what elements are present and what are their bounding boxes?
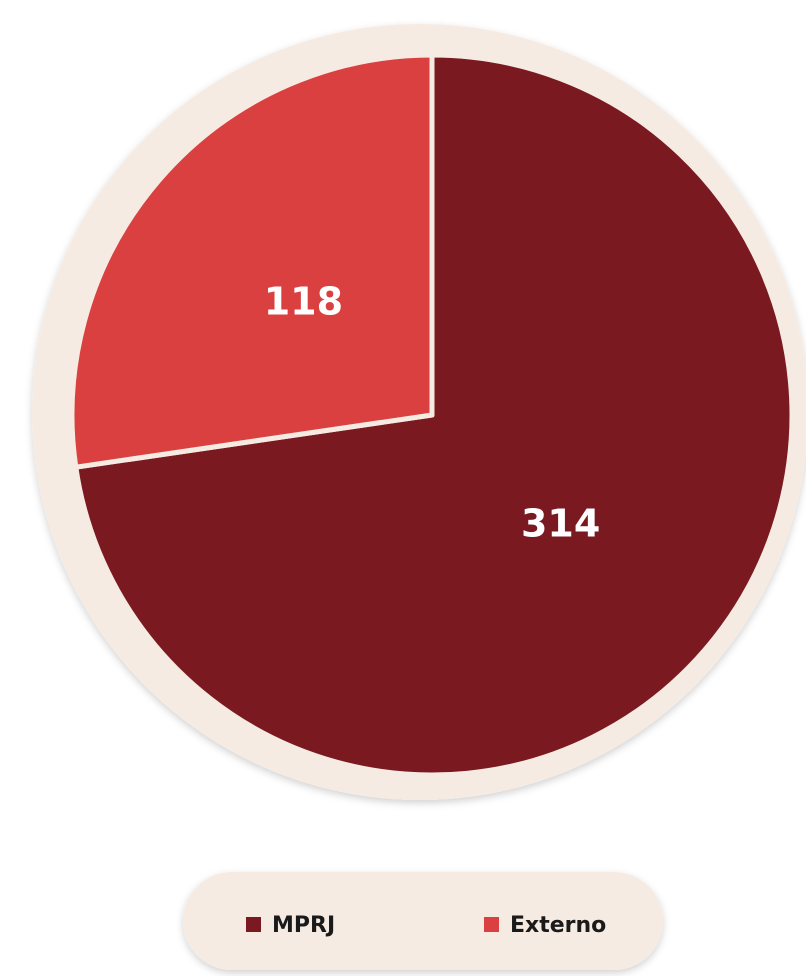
- legend-label: MPRJ: [272, 913, 335, 938]
- pie-slice: [69, 52, 435, 470]
- legend-swatch: [484, 917, 499, 932]
- legend-swatch: [246, 917, 261, 932]
- legend: MPRJ Externo: [246, 913, 606, 938]
- data-label: 314: [521, 502, 600, 546]
- legend-background: [183, 872, 663, 970]
- legend-label: Externo: [510, 913, 606, 938]
- data-label: 118: [264, 279, 343, 323]
- pie: 314 118: [69, 52, 795, 778]
